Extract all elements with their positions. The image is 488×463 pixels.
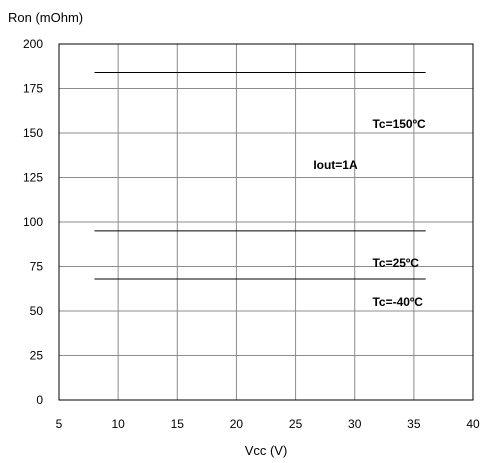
y-tick-labels: 0 25 50 75 100 125 150 175 200	[23, 37, 43, 407]
x-tick-label-25: 25	[289, 417, 303, 431]
y-tick-label-200: 200	[23, 37, 43, 51]
y-tick-label-125: 125	[23, 171, 43, 185]
y-tick-label-175: 175	[23, 82, 43, 96]
annotation-tc-25-c: Tc=25ºC	[372, 256, 419, 270]
y-tick-label-25: 25	[30, 349, 44, 363]
annotations: Tc=150ºC Iout=1A Tc=25ºC Tc=-40ºC	[313, 117, 426, 309]
series-group	[94, 71, 426, 280]
y-tick-label-150: 150	[23, 126, 43, 140]
annotation-tc-40-c: Tc=-40ºC	[372, 295, 423, 309]
x-tick-label-35: 35	[407, 417, 421, 431]
annotation-tc-150-c: Tc=150ºC	[372, 117, 426, 131]
x-tick-label-10: 10	[111, 417, 125, 431]
y-tick-label-50: 50	[30, 304, 44, 318]
x-tick-label-15: 15	[171, 417, 185, 431]
plot-frame	[58, 43, 474, 401]
x-axis-label: Vcc (V)	[245, 443, 288, 458]
x-tick-label-5: 5	[56, 417, 63, 431]
y-axis-label: Ron (mOhm)	[8, 10, 83, 25]
x-tick-labels: 5 10 15 20 25 30 35 40	[56, 417, 480, 431]
y-tick-label-100: 100	[23, 215, 43, 229]
x-tick-label-40: 40	[466, 417, 480, 431]
grid	[59, 44, 473, 400]
x-tick-label-30: 30	[348, 417, 362, 431]
annotation-iout-1a: Iout=1A	[313, 158, 358, 172]
y-tick-label-0: 0	[36, 393, 43, 407]
x-tick-label-20: 20	[230, 417, 244, 431]
y-tick-label-75: 75	[30, 260, 44, 274]
